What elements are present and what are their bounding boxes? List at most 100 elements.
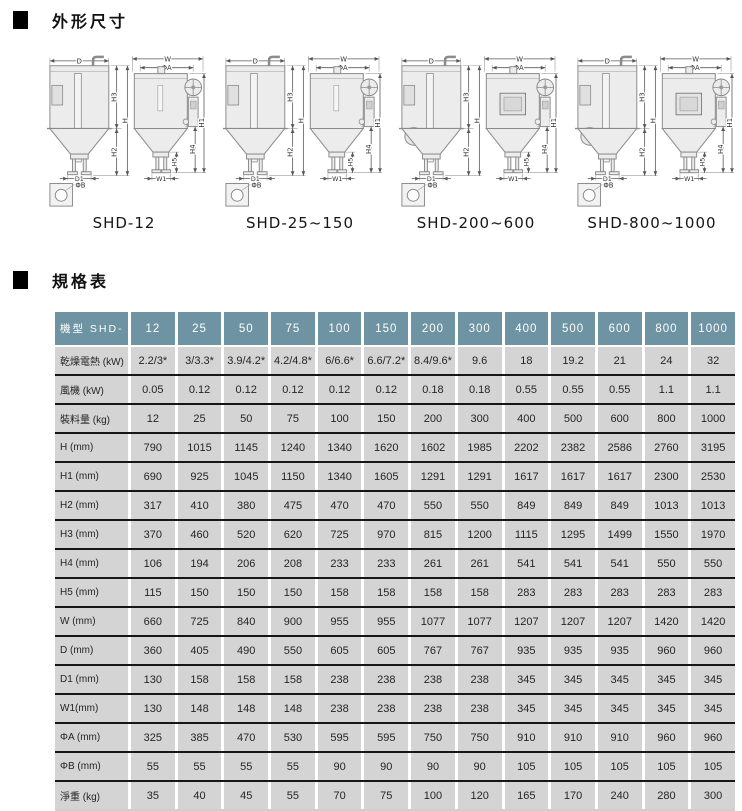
spec-value: 105: [691, 753, 735, 780]
dim-label-D: D: [77, 57, 82, 65]
column-header-600: 600: [597, 312, 642, 345]
section-dimensions-head: 外形尺寸: [0, 0, 742, 32]
discharge-neck: [70, 153, 89, 160]
dim-arrow: [577, 58, 583, 63]
spec-value: 960: [644, 724, 689, 751]
fan-hub: [367, 85, 372, 90]
spec-value: 130: [131, 666, 175, 693]
spec-value: 2382: [551, 434, 595, 461]
spec-value: 1145: [224, 434, 269, 461]
phib-detail: ΦB: [577, 181, 614, 207]
dim-label-H4: H4: [717, 144, 725, 154]
spec-value: 158: [177, 666, 222, 693]
spec-value: 970: [364, 521, 409, 548]
spec-value: 238: [317, 666, 362, 693]
dim-arrow: [280, 58, 285, 63]
diagram-shd-25~150: D D1 H3 H2 H ΦB W ΦA W1 H5 H4 H1 SHD-25~150: [214, 52, 386, 232]
spec-value: 541: [551, 550, 595, 577]
dim-arrow: [147, 176, 152, 181]
spec-value: 0.55: [551, 376, 595, 403]
side-box: [51, 84, 64, 106]
spec-value: 1015: [177, 434, 222, 461]
side-box: [227, 84, 240, 106]
fan-hub: [191, 85, 196, 90]
spec-table-row: H (mm) 790 1015 1145 1240 1340 1620 1602 1985 220…: [55, 432, 735, 461]
spec-value: 960: [691, 724, 735, 751]
spec-value: 1000: [691, 405, 735, 432]
spec-value: 50: [224, 405, 269, 432]
spec-value: 158: [457, 579, 502, 606]
spec-table-row: D (mm) 360 405 490 550 605 605 767 767 935 935 935 9…: [55, 635, 735, 664]
dim-arrow: [702, 168, 707, 173]
side-box: [403, 84, 416, 106]
spec-value: 1295: [551, 521, 595, 548]
dim-arrow: [63, 176, 68, 181]
model-label: SHD-200~600: [416, 214, 536, 232]
dim-arrow: [125, 65, 130, 71]
dim-arrow: [499, 176, 504, 181]
dim-arrow: [591, 176, 596, 181]
hopper-cone: [224, 128, 286, 155]
dim-arrow: [346, 176, 352, 181]
dim-arrow: [174, 152, 179, 157]
dim-arrow: [267, 176, 272, 181]
spec-value: 470: [224, 724, 269, 751]
dim-arrow: [466, 124, 471, 129]
spec-value: 1240: [271, 434, 315, 461]
spec-value: 261: [411, 550, 455, 577]
spec-value: 100: [411, 782, 455, 809]
dim-arrow: [653, 171, 658, 176]
spec-value: 300: [457, 405, 502, 432]
spec-value: 470: [317, 492, 362, 519]
exhaust-pipe: [443, 55, 456, 66]
hopper-right-view: WΦA W1 H5 H4 H1: [308, 54, 383, 184]
spec-value: 475: [271, 492, 315, 519]
spec-value: 0.12: [317, 376, 362, 403]
spec-value: 910: [597, 724, 642, 751]
dim-label-H: H: [121, 118, 129, 123]
dim-arrow: [675, 176, 680, 181]
spec-value: 105: [504, 753, 549, 780]
phib-detail: ΦB: [225, 181, 262, 207]
spec-value: 849: [504, 492, 549, 519]
dim-arrow: [290, 171, 295, 176]
spec-value: 200: [411, 405, 455, 432]
center-pipe: [250, 73, 258, 163]
dim-label-H: H: [649, 118, 657, 123]
spec-value: 605: [364, 637, 409, 664]
hopper-diagram: D D1 H3 H2 H ΦB WΦA W1 H5 H4 H1: [398, 54, 559, 207]
column-header-100: 100: [317, 312, 362, 345]
dim-arrow: [545, 168, 550, 173]
spec-value: 1077: [457, 608, 502, 635]
spec-value: 90: [364, 753, 409, 780]
spec-value: 725: [317, 521, 362, 548]
fan-hub: [719, 85, 724, 90]
spec-value: 490: [224, 637, 269, 664]
dim-label-H3: H3: [639, 92, 647, 102]
spec-value: 345: [644, 666, 689, 693]
spec-value: 238: [317, 695, 362, 722]
spec-value: 620: [271, 521, 315, 548]
dim-label-H2: H2: [639, 147, 647, 157]
column-header-50: 50: [224, 312, 269, 345]
dim-label-H1: H1: [374, 118, 382, 128]
spec-value: 115: [131, 579, 175, 606]
dim-label-H5: H5: [699, 158, 707, 167]
spec-value: 280: [644, 782, 689, 809]
dim-label-H1: H1: [198, 118, 206, 128]
dim-label-D: D: [605, 57, 610, 65]
dim-arrow: [114, 124, 119, 129]
spec-value: 1291: [457, 463, 502, 490]
spec-value: 158: [317, 579, 362, 606]
spec-value: 148: [271, 695, 315, 722]
spec-value: 165: [504, 782, 549, 809]
side-box: [579, 84, 592, 106]
spec-value: 238: [411, 666, 455, 693]
column-header-1000: 1000: [691, 312, 735, 345]
dim-label-H1: H1: [550, 118, 558, 128]
dim-arrow: [170, 176, 176, 181]
spec-value: 238: [364, 666, 409, 693]
spec-value: 105: [644, 753, 689, 780]
model-label: SHD-12: [92, 214, 156, 232]
spec-value: 1620: [364, 434, 409, 461]
